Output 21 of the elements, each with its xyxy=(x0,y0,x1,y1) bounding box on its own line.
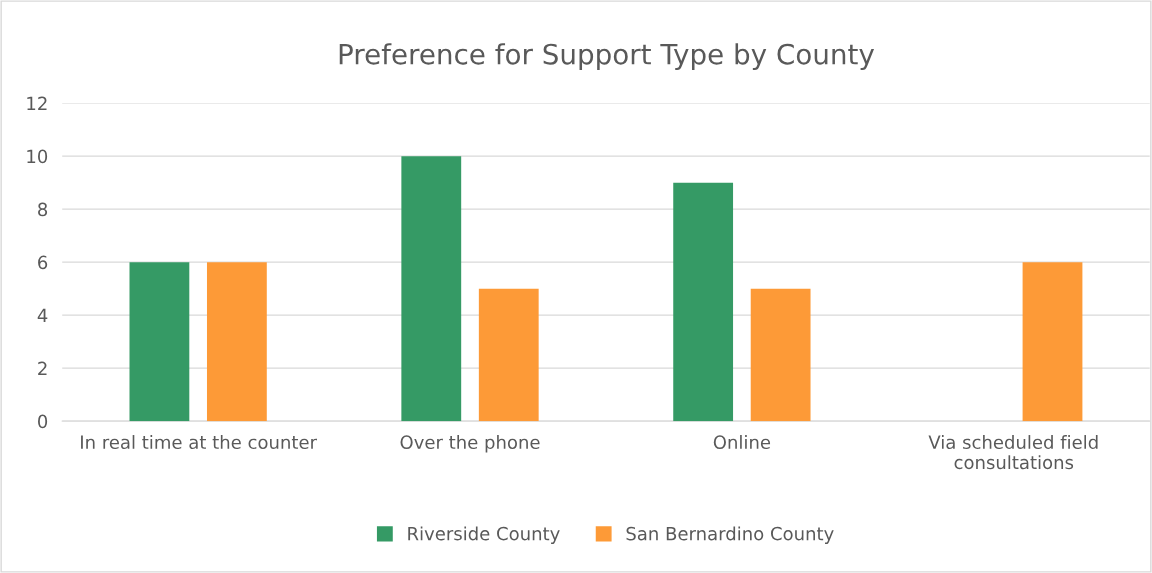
bar xyxy=(1022,262,1083,422)
bar xyxy=(129,262,190,422)
bar xyxy=(673,182,734,422)
legend-label: San Bernardino County xyxy=(626,526,834,544)
x-tick-label: Online xyxy=(713,435,771,450)
x-tick-label: Over the phone xyxy=(400,435,540,453)
y-tick-label: 12 xyxy=(27,96,47,110)
x-tick-label: In real time at the counter xyxy=(81,435,317,450)
legend-label: Riverside County xyxy=(408,526,560,544)
bar xyxy=(478,288,539,422)
y-tick-label: 6 xyxy=(38,255,48,270)
y-tick-label: 2 xyxy=(38,361,47,376)
y-tick-label: 10 xyxy=(27,149,48,164)
x-tick-label: Via scheduled field consultations xyxy=(928,435,1098,470)
bar xyxy=(750,288,811,422)
y-tick-label: 4 xyxy=(37,308,48,323)
y-tick-label: 0 xyxy=(38,414,48,429)
y-tick-label: 8 xyxy=(38,202,48,217)
bar xyxy=(206,262,267,422)
bar xyxy=(401,156,462,422)
chart-title: Preference for Support Type by County xyxy=(339,43,875,71)
